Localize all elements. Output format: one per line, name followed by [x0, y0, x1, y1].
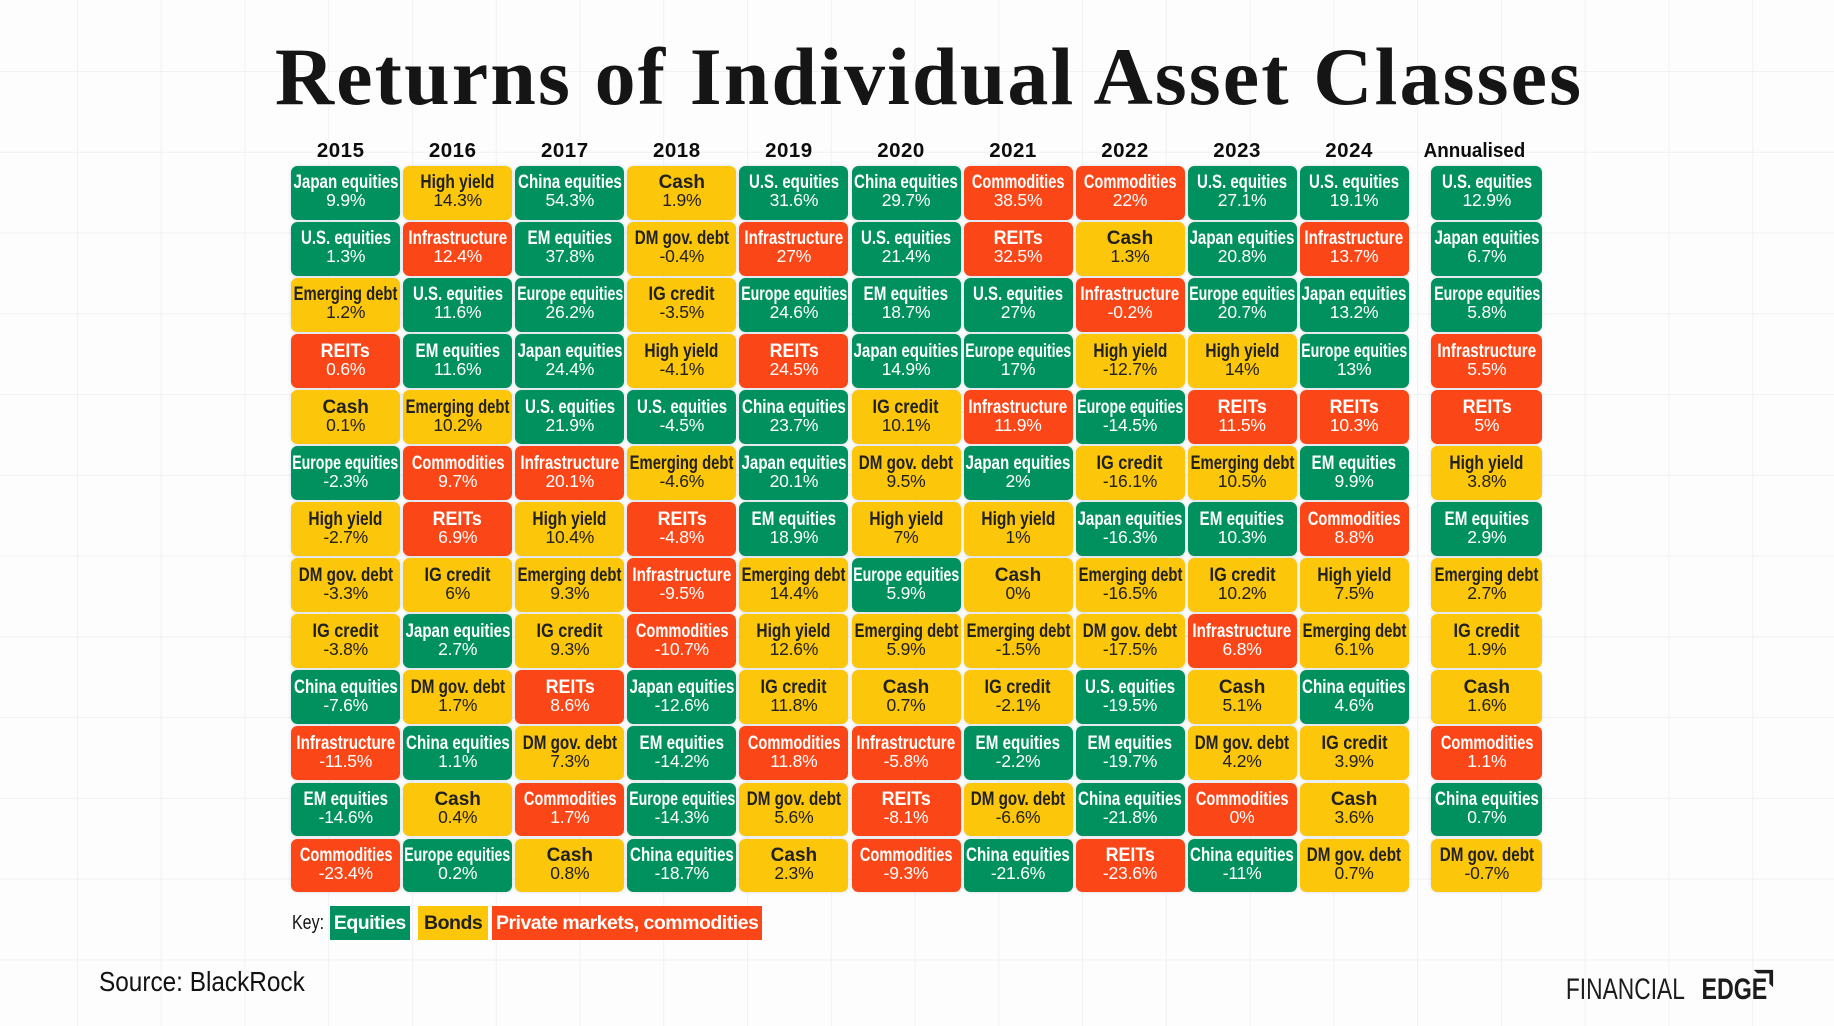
svg-text:EDGE: EDGE — [1702, 973, 1768, 1006]
svg-text:FINANCIAL: FINANCIAL — [1566, 973, 1685, 1006]
